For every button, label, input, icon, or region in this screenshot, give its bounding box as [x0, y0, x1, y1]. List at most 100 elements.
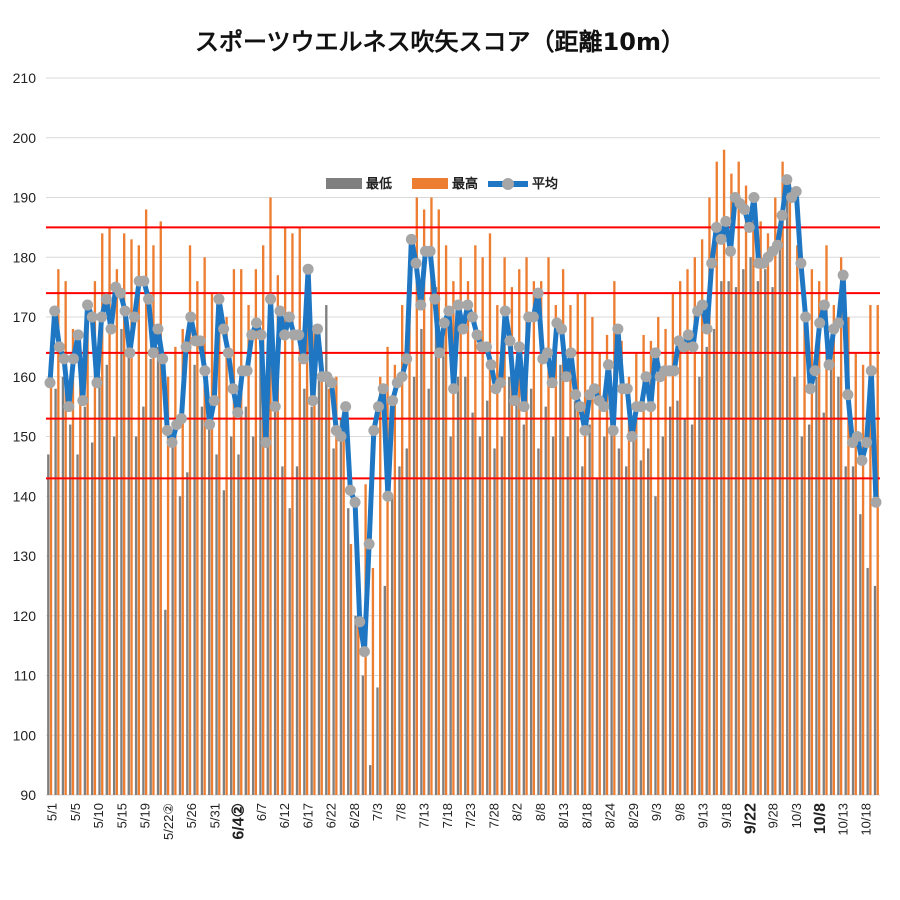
- bar-low: [178, 496, 182, 795]
- y-tick-label: 210: [13, 70, 37, 86]
- bar-high: [686, 269, 689, 795]
- x-tick-label: 9/8: [672, 803, 687, 821]
- x-tick-label: 8/29: [626, 803, 641, 828]
- average-point: [513, 341, 525, 353]
- average-point: [382, 490, 394, 502]
- bar-low: [251, 436, 255, 795]
- bar-low: [749, 257, 752, 795]
- bar-low: [742, 269, 745, 795]
- x-tick-label: 5/31: [207, 803, 222, 828]
- bar-high: [64, 281, 67, 795]
- bar-high: [144, 209, 148, 795]
- bar-low: [83, 406, 87, 795]
- x-tick-label: 5/1: [45, 803, 60, 821]
- average-point: [443, 305, 455, 317]
- bar-high: [422, 209, 426, 795]
- bar-low: [544, 406, 547, 795]
- bar-high: [130, 239, 133, 795]
- bar-low: [47, 454, 50, 795]
- bar-high: [752, 221, 755, 795]
- average-point: [640, 371, 652, 383]
- average-point: [241, 365, 253, 377]
- average-point: [297, 353, 309, 365]
- average-point: [790, 186, 802, 198]
- bar-low: [266, 406, 269, 795]
- average-point: [588, 383, 600, 395]
- bar-high: [591, 317, 594, 795]
- average-point: [823, 359, 835, 371]
- average-point: [401, 353, 413, 365]
- legend-label-average: 平均: [532, 176, 558, 192]
- bar-low: [76, 454, 79, 795]
- x-tick-label: 5/15: [114, 803, 129, 828]
- x-tick-label: 8/18: [579, 803, 594, 828]
- bar-low: [493, 448, 496, 795]
- bar-high: [488, 233, 492, 796]
- bar-low: [134, 436, 138, 795]
- average-point: [800, 311, 812, 323]
- average-point: [185, 311, 197, 323]
- average-point: [541, 347, 553, 359]
- bar-high: [335, 376, 338, 795]
- average-point: [44, 377, 56, 389]
- average-point: [495, 377, 507, 389]
- average-point: [114, 287, 126, 299]
- average-point: [255, 329, 267, 341]
- bar-high: [503, 257, 506, 795]
- average-point: [161, 425, 173, 437]
- average-point: [96, 311, 108, 323]
- bar-high: [79, 346, 82, 795]
- y-tick-label: 160: [13, 369, 37, 385]
- x-tick-label: 10/13: [835, 803, 850, 836]
- x-tick-label: 9/18: [719, 803, 734, 828]
- bar-low: [566, 436, 569, 795]
- average-point: [579, 425, 591, 437]
- average-point: [377, 383, 389, 395]
- average-point: [556, 323, 568, 335]
- average-point: [180, 341, 192, 353]
- bar-high: [108, 227, 111, 795]
- legend-swatch-low: [326, 178, 362, 189]
- bar-low: [310, 406, 313, 795]
- bar-high: [247, 305, 250, 795]
- bar-high: [159, 221, 162, 795]
- bar-low: [354, 615, 357, 795]
- bar-high: [854, 352, 857, 795]
- bar-low: [91, 442, 94, 795]
- average-point: [804, 383, 816, 395]
- bar-low: [800, 436, 803, 795]
- average-point: [546, 377, 558, 389]
- average-point: [720, 215, 732, 227]
- bar-low: [581, 466, 584, 795]
- average-point: [368, 425, 380, 437]
- average-point: [748, 192, 760, 203]
- average-point: [293, 329, 305, 341]
- legend-swatch-high: [412, 178, 448, 189]
- x-tick-label: 10/8: [812, 803, 829, 834]
- bar-high: [635, 352, 638, 795]
- bar-low: [112, 436, 116, 795]
- bar-high: [554, 305, 557, 795]
- bar-high: [357, 615, 360, 795]
- bar-low: [420, 328, 423, 795]
- average-point: [574, 401, 586, 413]
- bar-low: [193, 364, 196, 795]
- bar-high: [796, 245, 799, 796]
- bar-high: [166, 376, 170, 795]
- x-tick-label: 6/28: [347, 803, 362, 828]
- average-point: [424, 245, 436, 257]
- bar-high: [232, 269, 236, 795]
- bar-low: [200, 406, 204, 795]
- bar-high: [152, 245, 155, 796]
- bar-high: [540, 281, 543, 795]
- bar-low: [727, 281, 730, 795]
- bar-low: [815, 376, 818, 795]
- bar-low: [595, 478, 599, 795]
- bar-high: [342, 424, 345, 795]
- average-point: [795, 257, 807, 269]
- bar-high: [49, 382, 53, 795]
- bar-low: [778, 227, 782, 795]
- bar-low: [383, 585, 386, 795]
- average-point: [63, 401, 75, 413]
